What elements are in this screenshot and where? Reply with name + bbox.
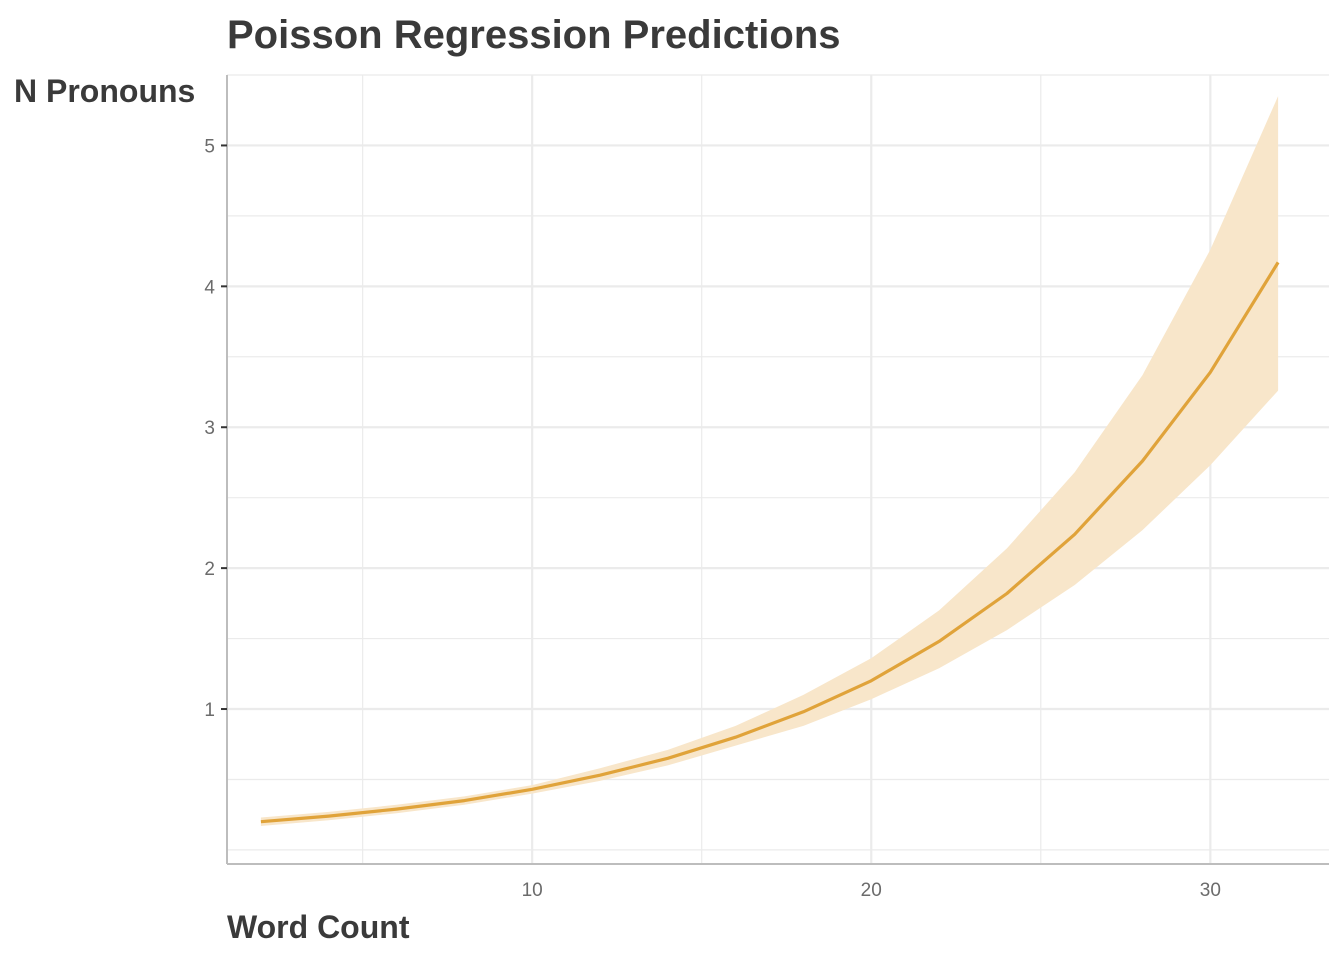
x-tick-label: 20 <box>861 880 882 901</box>
x-axis-label: Word Count <box>227 909 410 945</box>
y-axis-label: N Pronouns <box>14 73 195 109</box>
y-tick-label: 2 <box>204 559 215 580</box>
x-tick-label: 30 <box>1200 880 1221 901</box>
tick-labels: 1 2 3 4 5 10 20 30 <box>204 136 1220 901</box>
y-tick-label: 5 <box>204 136 215 157</box>
y-tick-label: 3 <box>204 418 215 439</box>
y-tick-label: 4 <box>204 277 215 298</box>
x-tick-label: 10 <box>522 880 543 901</box>
prediction-line-layer <box>260 261 1280 824</box>
y-tick-label: 1 <box>204 700 215 721</box>
prediction-line <box>260 261 1280 824</box>
axes <box>221 75 1329 865</box>
chart-title: Poisson Regression Predictions <box>227 13 841 57</box>
